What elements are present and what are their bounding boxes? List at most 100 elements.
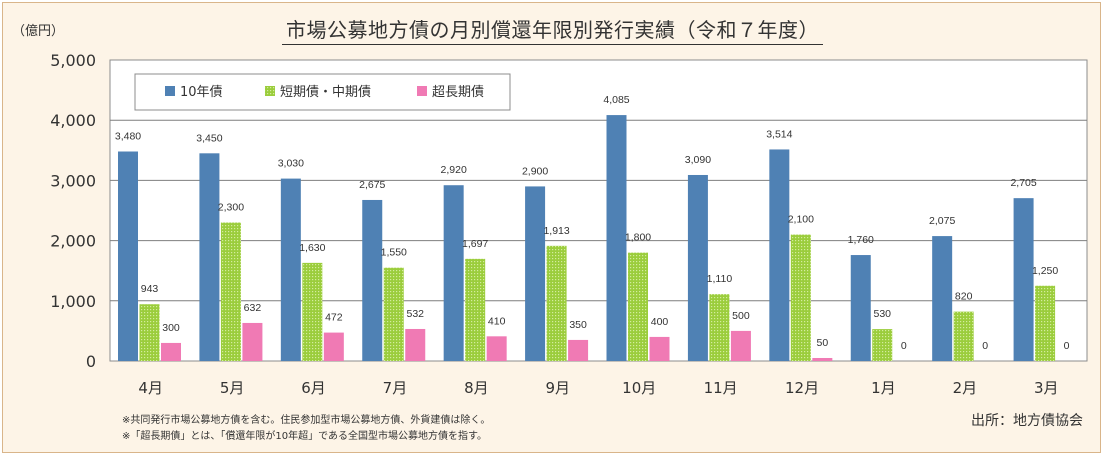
- data-label: 532: [406, 308, 424, 320]
- data-label: 2,675: [359, 179, 385, 191]
- bar-super-long: [486, 336, 507, 361]
- bar-short-mid: [383, 267, 404, 361]
- x-tick-label: 8月: [464, 379, 489, 397]
- bar-short-mid: [139, 304, 160, 361]
- bar-super-long: [730, 330, 751, 361]
- data-label: 50: [816, 337, 828, 349]
- legend-swatch-super-long: [417, 86, 427, 96]
- bar-short-mid: [220, 222, 241, 361]
- bar-super-long: [323, 332, 344, 361]
- bar-short-mid: [1035, 285, 1056, 361]
- x-tick-label: 10月: [622, 379, 656, 397]
- x-tick-label: 1月: [871, 379, 896, 397]
- bars: [118, 115, 1056, 361]
- data-label: 1,697: [462, 238, 488, 250]
- y-tick-label: 5,000: [50, 51, 96, 70]
- data-label: 3,450: [196, 132, 222, 144]
- footnote-1: ※共同発行市場公募地方債を含む。住民参加型市場公募地方債、外貨建債は除く。: [122, 415, 491, 426]
- data-label: 2,705: [1010, 177, 1036, 189]
- data-label: 1,913: [543, 225, 569, 237]
- x-tick-label: 12月: [785, 379, 819, 397]
- x-tick-label: 3月: [1034, 379, 1059, 397]
- bar-10y: [606, 115, 627, 361]
- data-label: 1,110: [707, 273, 733, 285]
- data-label: 1,760: [848, 234, 874, 246]
- bar-10y: [199, 153, 220, 361]
- bar-10y: [687, 174, 708, 361]
- chart-title-wrap: 市場公募地方債の月別償還年限別発行実績（令和７年度）: [0, 14, 1105, 45]
- legend: 10年債 短期債・中期債 超長期債: [134, 73, 511, 111]
- x-tick-label: 7月: [383, 379, 408, 397]
- data-label: 530: [873, 308, 891, 320]
- x-tick-label: 11月: [704, 379, 738, 397]
- bar-short-mid: [546, 245, 567, 361]
- y-axis-unit-label: （億円）: [12, 24, 65, 39]
- data-label: 1,800: [625, 232, 651, 244]
- data-label: 2,920: [441, 164, 467, 176]
- bar-10y: [280, 178, 301, 361]
- bar-10y: [525, 186, 546, 361]
- bar-super-long: [161, 342, 181, 361]
- legend-swatch-10y: [165, 86, 175, 96]
- source-label: 出所：地方債協会: [971, 413, 1083, 429]
- data-label: 410: [488, 315, 506, 327]
- data-label: 2,900: [522, 165, 548, 177]
- data-label: 300: [162, 322, 180, 334]
- legend-swatch-short-mid: [265, 86, 275, 96]
- data-label: 3,090: [685, 154, 711, 166]
- legend-label: 短期債・中期債: [280, 85, 371, 100]
- data-label: 1,550: [381, 247, 407, 259]
- data-label: 2,100: [788, 214, 814, 226]
- bar-10y: [443, 185, 464, 361]
- x-tick-label: 2月: [953, 379, 978, 397]
- bar-10y: [118, 151, 138, 361]
- x-axis-categories: 4月 5月 6月 7月 8月 9月 10月 11月 12月 1月 2月 3月: [138, 379, 1058, 397]
- y-tick-label: 3,000: [50, 171, 96, 190]
- bar-10y: [1013, 198, 1034, 361]
- legend-box: [134, 73, 511, 111]
- data-label: 3,030: [278, 158, 304, 170]
- data-label: 632: [244, 302, 262, 314]
- data-label: 1,630: [299, 242, 325, 254]
- chart-title: 市場公募地方債の月別償還年限別発行実績（令和７年度）: [282, 18, 823, 45]
- x-tick-label: 5月: [220, 379, 245, 397]
- bar-short-mid: [302, 262, 323, 361]
- data-label: 350: [569, 319, 587, 331]
- data-label: 3,514: [766, 128, 792, 140]
- data-label: 943: [141, 283, 159, 295]
- x-tick-label: 6月: [301, 379, 326, 397]
- data-label: 400: [651, 316, 669, 328]
- legend-label: 超長期債: [432, 85, 484, 100]
- y-tick-label: 1,000: [50, 292, 96, 311]
- data-label: 0: [1064, 340, 1070, 352]
- bar-short-mid: [709, 294, 730, 361]
- legend-label: 10年債: [180, 85, 223, 100]
- data-label: 0: [901, 340, 907, 352]
- data-label: 0: [982, 340, 988, 352]
- y-tick-label: 2,000: [50, 232, 96, 251]
- bar-10y: [850, 255, 871, 361]
- bar-super-long: [568, 339, 589, 361]
- bar-short-mid: [953, 311, 974, 361]
- bar-short-mid: [465, 258, 486, 361]
- footnote-2: ※「超長期債」とは、「償還年限が10年超」である全国型市場公募地方債を指す。: [122, 431, 488, 442]
- data-label: 2,300: [218, 202, 244, 214]
- bar-10y: [932, 236, 953, 361]
- data-label: 1,250: [1032, 265, 1058, 277]
- bar-10y: [362, 199, 383, 361]
- bar-short-mid: [628, 252, 648, 361]
- data-label: 3,480: [115, 131, 141, 143]
- bar-short-mid: [872, 329, 893, 361]
- data-label: 472: [325, 312, 343, 324]
- bar-super-long: [242, 322, 263, 361]
- data-labels: 3,480 943 300 3,450 2,300 632 3,030 1,630 472 2,6…: [115, 94, 1070, 352]
- data-label: 820: [955, 291, 973, 303]
- x-tick-label: 9月: [546, 379, 571, 397]
- y-axis-ticks: 0 1,000 2,000 3,000 4,000 5,000: [50, 51, 96, 371]
- y-tick-label: 0: [86, 352, 96, 371]
- data-label: 4,085: [603, 94, 629, 106]
- data-label: 2,075: [929, 215, 955, 227]
- y-tick-label: 4,000: [50, 111, 96, 130]
- data-label: 500: [732, 310, 750, 322]
